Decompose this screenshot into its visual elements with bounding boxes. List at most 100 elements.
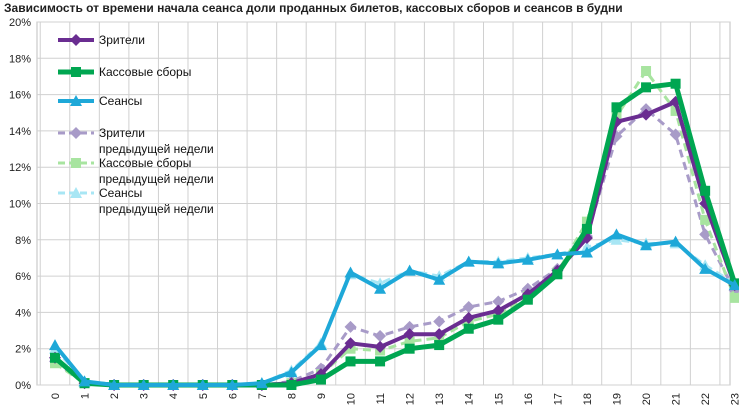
data-point [640, 108, 653, 121]
legend-label: Сеансы [99, 186, 142, 200]
x-tick-label: 18 [582, 393, 594, 405]
legend-marker [71, 158, 81, 168]
y-tick-label: 4% [15, 307, 31, 319]
legend-marker [70, 34, 82, 46]
data-point [403, 264, 416, 276]
x-tick-label: 6 [227, 393, 239, 399]
data-point [374, 282, 387, 294]
data-point [580, 246, 593, 258]
grid [36, 21, 731, 386]
y-tick-label: 0% [15, 380, 31, 392]
series-lines [49, 66, 739, 391]
data-point [167, 379, 180, 390]
legend-label: предыдущей недели [99, 142, 214, 156]
y-tick-label: 18% [9, 53, 31, 65]
y-tick-label: 2% [15, 344, 31, 356]
data-point [286, 380, 297, 390]
data-point [699, 262, 712, 274]
y-tick-label: 12% [9, 162, 31, 174]
data-point [344, 266, 357, 278]
data-point [728, 279, 739, 291]
legend-entry-2: Сеансы [58, 94, 142, 108]
data-point [285, 366, 298, 378]
data-point [551, 248, 564, 260]
x-tick-label: 12 [405, 393, 417, 405]
data-point [404, 343, 415, 354]
legend-entry-3: Зрители предыдущей недели [58, 126, 214, 156]
x-tick-label: 14 [464, 393, 476, 405]
series-line [53, 232, 736, 387]
data-point [78, 375, 91, 387]
x-tick-label: 5 [198, 393, 210, 399]
data-point [344, 337, 357, 350]
data-point [374, 329, 387, 342]
data-point [610, 228, 623, 240]
data-point [226, 379, 239, 390]
data-point [493, 314, 504, 325]
data-point [669, 128, 682, 141]
data-point [670, 105, 681, 116]
x-tick-label: 15 [493, 393, 505, 405]
y-tick-label: 14% [9, 126, 31, 138]
x-tick-label: 13 [434, 393, 446, 405]
data-point [137, 379, 150, 390]
y-tick-label: 10% [9, 199, 31, 211]
data-point [700, 185, 711, 196]
data-point [700, 214, 711, 225]
data-point [49, 339, 61, 351]
legend-label: Кассовые сборы [99, 65, 191, 79]
data-point [196, 379, 209, 390]
data-point [462, 255, 475, 267]
legend-label: Кассовые сборы [99, 156, 191, 170]
data-point [611, 102, 622, 113]
x-tick-label: 10 [346, 393, 358, 405]
chart-title: Зависимость от времени начала сеанса дол… [4, 1, 623, 15]
data-point [403, 328, 416, 341]
y-tick-label: 6% [15, 271, 31, 283]
series-2 [49, 228, 739, 390]
x-tick-label: 23 [730, 393, 739, 405]
axes: 0%2%4%6%8%10%12%14%16%18%20%0 1 2 3 4 5 6 7 8 9 10… [9, 17, 739, 405]
y-tick-label: 8% [15, 235, 31, 247]
x-tick-label: 8 [286, 393, 298, 399]
x-tick-label: 2 [109, 393, 121, 399]
data-point [344, 320, 357, 333]
legend-entry-1: Кассовые сборы [58, 65, 191, 79]
data-point [255, 377, 268, 389]
x-tick-label: 19 [611, 393, 623, 405]
legend-entry-5: Сеансы предыдущей недели [58, 186, 214, 216]
x-tick-label: 9 [316, 393, 328, 399]
data-point [462, 311, 475, 324]
data-point [108, 379, 121, 390]
data-point [462, 300, 475, 313]
legend-marker [70, 127, 82, 139]
data-point [345, 356, 356, 367]
x-tick-label: 17 [552, 393, 564, 405]
legend-label: предыдущей недели [99, 202, 214, 216]
x-tick-label: 0 [50, 393, 62, 399]
x-tick-label: 3 [139, 393, 151, 399]
x-tick-label: 4 [168, 393, 180, 399]
data-point [434, 340, 445, 351]
series-line [53, 238, 736, 387]
data-point [403, 320, 416, 333]
data-point [581, 223, 592, 234]
data-point [374, 340, 387, 353]
data-point [492, 257, 505, 269]
legend-entry-4: Кассовые сборы предыдущей недели [58, 156, 214, 186]
data-point [669, 235, 682, 247]
x-tick-label: 16 [523, 393, 535, 405]
x-tick-label: 20 [641, 393, 653, 405]
data-point [463, 323, 474, 334]
legend-marker [70, 95, 82, 106]
x-tick-label: 22 [700, 393, 712, 405]
data-point [50, 352, 60, 363]
data-point [552, 269, 563, 280]
x-tick-label: 7 [257, 393, 269, 399]
data-point [433, 273, 446, 285]
x-tick-label: 11 [375, 393, 387, 404]
data-point [433, 315, 446, 328]
data-point [641, 82, 652, 93]
data-point [641, 66, 652, 77]
